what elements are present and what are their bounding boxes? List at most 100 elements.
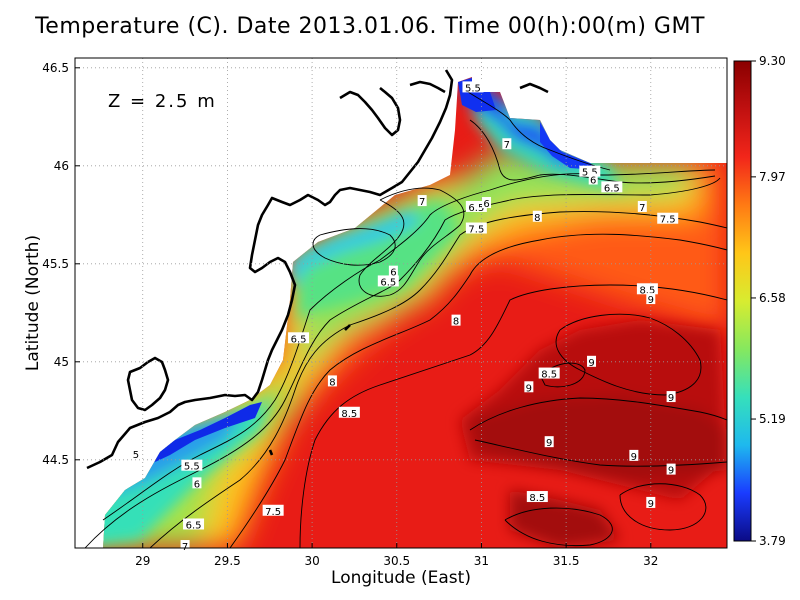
contour-label-box: [417, 195, 427, 207]
contour-label-box: [524, 381, 534, 393]
contour-label: 8.5: [639, 285, 655, 296]
contour-label-box: [587, 355, 597, 367]
colorbar-ticks: 3.79 5.19 6.58 7.97 9.30: [751, 54, 786, 548]
contour-label-box: [502, 138, 512, 150]
contour-label-box: [482, 197, 492, 209]
contour-label: 7.5: [265, 507, 281, 518]
contour-label-box: [646, 496, 656, 508]
contour-label: 5.5: [184, 462, 200, 473]
colorbar: [733, 60, 752, 542]
contour-label: 9: [526, 383, 532, 394]
contour-label: 8: [534, 213, 540, 224]
y-axis-label: Latitude (North): [23, 234, 43, 372]
contour-label-box: [338, 406, 360, 418]
contour-label-box: [646, 293, 656, 305]
contour-label-box: [526, 491, 548, 503]
y-tick-label: 45.5: [42, 257, 69, 271]
y-tick-label: 46.5: [42, 61, 69, 75]
contour-label-box: [388, 265, 398, 277]
contour-label-box: [462, 81, 484, 93]
contour-label: 6.5: [291, 334, 307, 345]
x-tick-label: 30: [304, 554, 319, 568]
colorbar-tick-label: 9.30: [759, 54, 786, 68]
contour-label-box: [532, 210, 542, 222]
contour-label: 9: [668, 466, 674, 477]
x-tick-label: 29.5: [214, 554, 241, 568]
plot-frame: [74, 57, 728, 549]
contour-label: 6: [194, 479, 200, 490]
coastline: [86, 69, 549, 470]
y-tick-label: 46: [54, 159, 69, 173]
contour-label: 8: [329, 377, 335, 388]
contour-label: 7: [639, 203, 645, 214]
contour-label: 9: [588, 358, 594, 369]
contour-label-box: [327, 375, 337, 387]
contour-label-box: [180, 540, 190, 552]
contour-label: 9: [668, 393, 674, 404]
contour-label: 8.5: [529, 493, 545, 504]
contour-label-box: [629, 449, 639, 461]
contour-label: 9: [631, 452, 637, 463]
temperature-field: [75, 77, 727, 548]
contour-label: 9: [648, 499, 654, 510]
contour-label-box: [601, 181, 623, 193]
contour-label: 7: [504, 140, 510, 151]
contour-label-box: [465, 222, 487, 234]
contour-label-box: [181, 459, 203, 471]
contour-label: 6: [483, 199, 489, 210]
map-title: Temperature (C). Date 2013.01.06. Time 0…: [35, 14, 705, 39]
contour-label-box: [192, 477, 202, 489]
contour-label: 7.5: [660, 215, 676, 226]
depth-annotation: Z = 2.5 m: [108, 91, 217, 112]
contour-label: 6.5: [380, 277, 396, 288]
y-tick-label: 44.5: [42, 453, 69, 467]
contour-label: 5.5: [582, 168, 598, 179]
contour-label: 7: [419, 197, 425, 208]
x-tick-label: 30.5: [383, 554, 410, 568]
contour-label: 8.5: [341, 409, 357, 420]
x-tick-label: 32: [643, 554, 658, 568]
contour-label-box: [262, 504, 284, 516]
colorbar-tick-label: 3.79: [759, 534, 786, 548]
contour-label-box: [636, 283, 658, 295]
contour-label: 5: [133, 450, 139, 461]
contour-label-box: [538, 367, 560, 379]
contour-label: 8.5: [541, 370, 557, 381]
contour-label-box: [451, 314, 461, 326]
contour-label-box: [377, 275, 399, 287]
colorbar-tick-label: 7.97: [759, 170, 786, 184]
contour-label-box: [637, 200, 647, 212]
y-tick-label: 45: [54, 355, 69, 369]
contour-label-box: [465, 200, 487, 212]
contour-label-box: [131, 447, 141, 459]
contour-label: 6: [590, 176, 596, 187]
x-tick-label: 31.5: [553, 554, 580, 568]
contour-label-box: [657, 212, 679, 224]
contour-label-box: [183, 518, 205, 530]
contour-label: 9: [648, 295, 654, 306]
contour-label-box: [666, 463, 676, 475]
contour-label-box: [544, 436, 554, 448]
contour-label-box: [588, 173, 598, 185]
colorbar-tick-label: 5.19: [759, 412, 786, 426]
colorbar-tick-label: 6.58: [759, 291, 786, 305]
contour-label: 6.5: [186, 520, 202, 531]
x-tick-label: 29: [135, 554, 150, 568]
contour-label-box: [288, 332, 310, 344]
contour-label-box: [579, 165, 601, 177]
x-axis-label: Longitude (East): [331, 568, 471, 588]
contour-label: 6.5: [468, 203, 484, 214]
x-tick-label: 31: [474, 554, 489, 568]
contour-labels: 5.575.566.577.576.5 67.5866.586.588.58.59…: [131, 81, 679, 553]
y-axis: 44.5 45 45.5 46 46.5: [42, 61, 80, 467]
contour-label: 6.5: [604, 183, 620, 194]
contour-label: 5.5: [465, 83, 481, 94]
x-axis: 29 29.5 30 30.5 31 31.5 32: [135, 543, 658, 568]
contour-lines: [84, 89, 727, 548]
contour-label: 9: [546, 438, 552, 449]
contour-label: 8: [453, 317, 459, 328]
contour-label: 6: [390, 268, 396, 279]
contour-label-box: [666, 391, 676, 403]
contour-label: 7.5: [468, 225, 484, 236]
